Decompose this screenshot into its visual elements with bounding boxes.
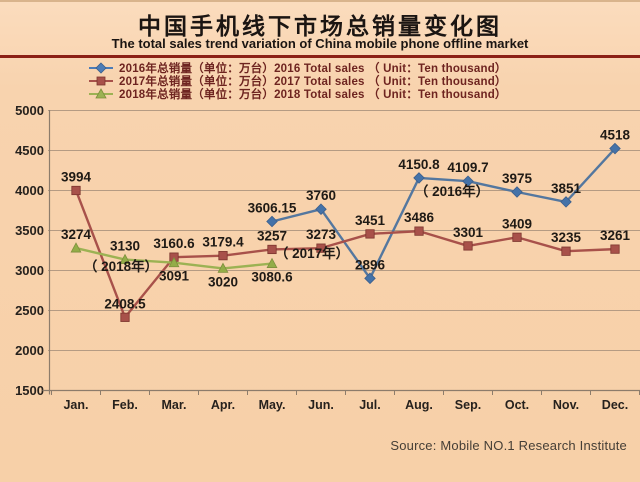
data-point-label-2017: 3273 [306, 227, 337, 242]
data-point-marker-2017 [463, 241, 473, 251]
data-point-label-2016: 3760 [306, 188, 336, 203]
data-point-label-2017: 3235 [551, 230, 582, 245]
diamond-marker-icon [89, 61, 113, 74]
data-point-marker-2016 [266, 215, 278, 228]
data-point-marker-2017 [120, 312, 130, 322]
data-point-label-2018: 3274 [61, 227, 92, 242]
data-point-marker-2017 [512, 232, 522, 242]
y-axis-tick-label: 3000 [15, 263, 44, 278]
year-annotation: （ 2017年） [275, 245, 349, 261]
data-point-marker-2017 [218, 251, 228, 261]
data-point-label-2016: 4150.8 [398, 157, 440, 172]
data-point-label-2018: 3130 [110, 239, 140, 254]
page-subtitle: The total sales trend variation of China… [111, 36, 529, 51]
x-axis-tick-label: Apr. [211, 398, 235, 412]
data-point-marker-2017 [365, 229, 375, 239]
data-point-label-2017: 3486 [404, 210, 435, 225]
x-axis-tick-label: Jan. [63, 398, 88, 412]
x-axis-tick-label: Dec. [602, 398, 628, 412]
legend-item-2017: 2017年总销量（单位：万台）2017 Total sales （ Unit：T… [88, 74, 507, 88]
y-axis-tick-label: 5000 [15, 103, 44, 118]
data-point-label-2016: 2896 [355, 257, 386, 272]
x-axis-tick-label: Aug. [405, 398, 433, 412]
data-point-marker-2017 [414, 226, 424, 236]
data-point-marker-2017 [267, 244, 277, 255]
data-point-marker-2016 [315, 203, 327, 215]
triangle-marker-icon [89, 87, 113, 98]
data-point-label-2017: 3257 [257, 228, 287, 243]
chart-legend: 2016年总销量（单位：万台）2016 Total sales （ Unit：T… [88, 61, 507, 101]
data-point-marker-2017 [610, 244, 620, 254]
data-point-marker-2018 [266, 257, 278, 268]
data-point-label-2016: 4518 [600, 128, 631, 143]
data-point-label-2017: 3451 [355, 213, 386, 228]
data-point-label-2017: 2408.5 [104, 296, 146, 311]
data-point-marker-2018 [217, 262, 229, 273]
data-point-marker-2016 [462, 175, 474, 187]
x-axis-tick-label: Jul. [359, 398, 381, 412]
data-point-marker-2017 [561, 246, 571, 256]
x-axis-tick-label: Jun. [308, 398, 334, 412]
data-point-label-2017: 3179.4 [202, 235, 244, 250]
data-point-marker-2016 [364, 272, 376, 285]
y-axis-tick-label: 3500 [15, 223, 44, 238]
y-axis-tick-label: 4000 [15, 183, 44, 198]
data-point-marker-2016 [609, 142, 621, 155]
y-axis-tick-label: 2000 [15, 343, 44, 358]
source-note: Source: Mobile NO.1 Research Institute [390, 438, 627, 453]
data-point-label-2017: 3994 [61, 169, 92, 184]
legend-item-2018: 2018年总销量（单位：万台）2018 Total sales （ Unit：T… [88, 87, 507, 101]
data-point-label-2016: 3606.15 [248, 201, 297, 216]
x-axis-tick-label: May. [259, 398, 286, 412]
data-point-label-2016: 4109.7 [447, 160, 488, 175]
square-marker-icon [89, 76, 113, 85]
y-axis-tick-label: 4500 [15, 143, 44, 158]
data-point-label-2018: 3091 [159, 269, 190, 284]
legend-label-2016: 2016年总销量（单位：万台）2016 Total sales （ Unit：T… [119, 62, 507, 75]
y-axis-tick-label: 1500 [15, 383, 44, 398]
data-point-label-2018: 3080.6 [251, 270, 293, 285]
title-divider [0, 55, 640, 58]
data-point-label-2017: 3301 [453, 225, 484, 240]
data-point-marker-2016 [560, 196, 572, 208]
page-title: 中国手机线下市场总销量变化图 [138, 13, 502, 39]
x-axis-tick-label: Sep. [455, 398, 481, 412]
legend-item-2016: 2016年总销量（单位：万台）2016 Total sales （ Unit：T… [88, 61, 507, 75]
data-point-marker-2018 [119, 253, 131, 264]
x-axis-tick-label: Oct. [505, 398, 529, 412]
data-point-marker-2017 [316, 243, 326, 253]
data-point-marker-2018 [168, 256, 180, 268]
series-line-2016 [271, 147, 616, 280]
data-point-marker-2018 [70, 242, 82, 253]
data-point-label-2017: 3160.6 [153, 236, 195, 251]
data-point-label-2017: 3261 [600, 228, 631, 243]
year-annotation: （ 2018年） [84, 258, 158, 274]
data-point-label-2018: 3020 [208, 274, 238, 289]
y-axis-tick-label: 2500 [15, 303, 44, 318]
year-annotation: （ 2016年） [415, 183, 489, 199]
data-point-label-2016: 3975 [502, 171, 533, 186]
x-axis-tick-label: Feb. [112, 398, 138, 412]
data-point-marker-2016 [413, 172, 425, 184]
x-axis-tick-label: Nov. [553, 398, 579, 412]
data-point-marker-2017 [71, 185, 81, 196]
legend-label-2018: 2018年总销量（单位：万台）2018 Total sales （ Unit：T… [119, 88, 507, 101]
legend-label-2017: 2017年总销量（单位：万台）2017 Total sales （ Unit：T… [119, 75, 507, 88]
data-point-marker-2016 [511, 186, 523, 198]
series-line-2017 [74, 190, 616, 319]
data-point-label-2017: 3409 [502, 216, 532, 231]
x-axis-tick-label: Mar. [161, 398, 186, 412]
data-point-label-2016: 3851 [551, 181, 582, 196]
